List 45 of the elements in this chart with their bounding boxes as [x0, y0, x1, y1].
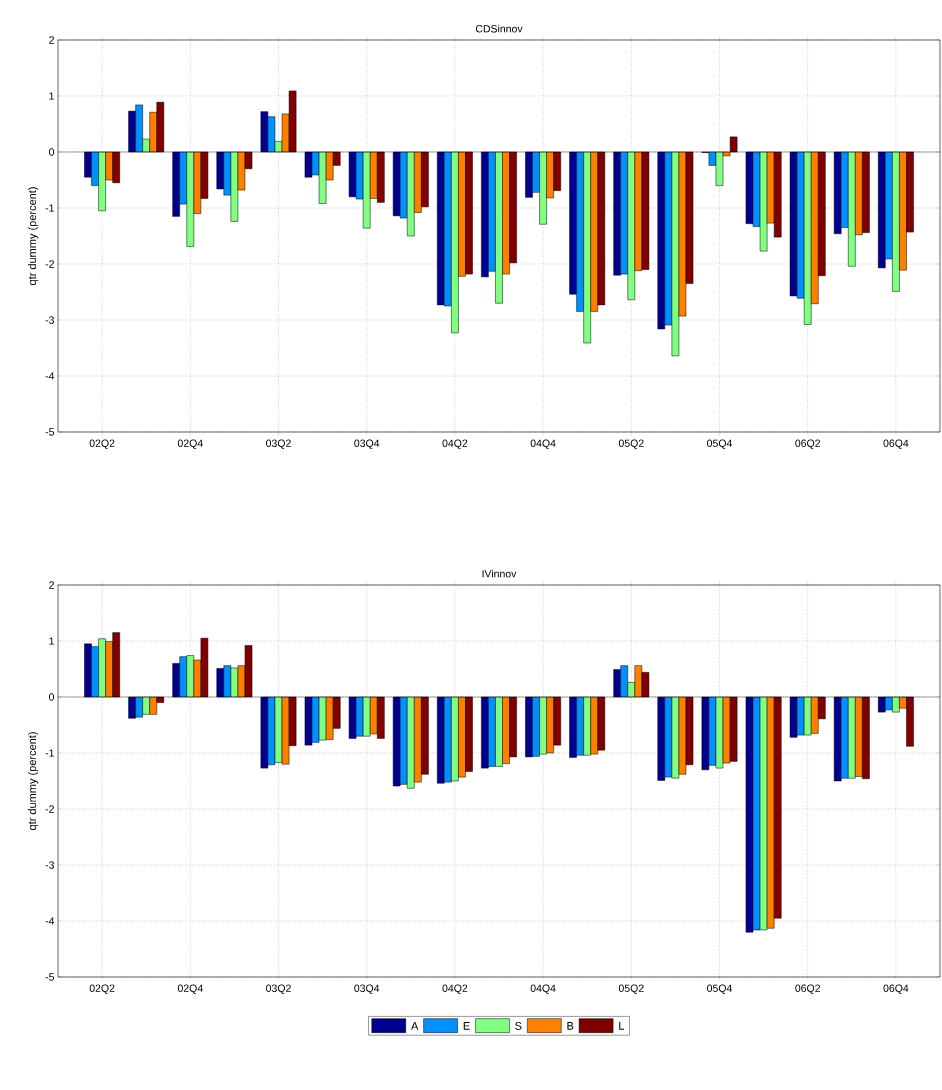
x-tick-label: 03Q4 [354, 984, 380, 994]
y-tick-label: -4 [45, 372, 55, 380]
y-tick-label: -4 [45, 917, 55, 925]
x-tick-label: 02Q4 [177, 439, 203, 449]
legend-label: E [463, 1022, 470, 1030]
y-tick-label: 1 [49, 637, 54, 645]
y-tick-label: -5 [45, 973, 55, 981]
x-tick-label: 04Q4 [530, 439, 556, 449]
x-tick-label: 05Q2 [618, 984, 644, 994]
x-tick-label: 06Q4 [883, 984, 909, 994]
y-tick-label: 1 [49, 92, 54, 100]
x-tick-label: 06Q2 [795, 439, 820, 449]
x-tick-label: 02Q2 [89, 439, 115, 449]
x-tick-label: 04Q4 [530, 984, 556, 994]
y-tick-label: -5 [45, 428, 55, 436]
x-tick-label: 04Q2 [442, 984, 468, 994]
y-tick-label: 0 [49, 693, 55, 701]
y-tick-label: -3 [45, 316, 55, 324]
y-axis-title: qtr dummy (percent) [28, 732, 39, 831]
x-tick-label: 03Q2 [266, 984, 291, 994]
legend-label: S [515, 1022, 522, 1030]
legend-label: A [411, 1022, 419, 1030]
x-tick-label: 06Q4 [883, 439, 909, 449]
y-tick-label: -1 [45, 204, 54, 212]
legend-label: B [567, 1022, 574, 1030]
y-tick-label: 2 [49, 581, 54, 589]
y-tick-label: -1 [45, 749, 54, 757]
y-tick-label: -3 [45, 861, 55, 869]
x-tick-label: 03Q4 [354, 439, 380, 449]
x-tick-label: 06Q2 [795, 984, 820, 994]
y-tick-label: -2 [45, 260, 54, 268]
x-tick-label: 02Q4 [177, 984, 203, 994]
x-tick-label: 05Q2 [618, 439, 644, 449]
legend-label: L [619, 1022, 625, 1030]
x-tick-label: 05Q4 [707, 439, 733, 449]
x-tick-label: 04Q2 [442, 439, 468, 449]
x-tick-label: 05Q4 [707, 984, 733, 994]
y-tick-label: -2 [45, 805, 54, 813]
chart-title: CDSinnov [475, 24, 523, 33]
y-tick-label: 0 [49, 148, 55, 156]
y-tick-label: 2 [49, 36, 54, 44]
y-axis-title: qtr dummy (percent) [28, 187, 39, 286]
chart-title: IVinnov [482, 569, 517, 578]
x-tick-label: 02Q2 [89, 984, 115, 994]
x-tick-label: 03Q2 [266, 439, 291, 449]
